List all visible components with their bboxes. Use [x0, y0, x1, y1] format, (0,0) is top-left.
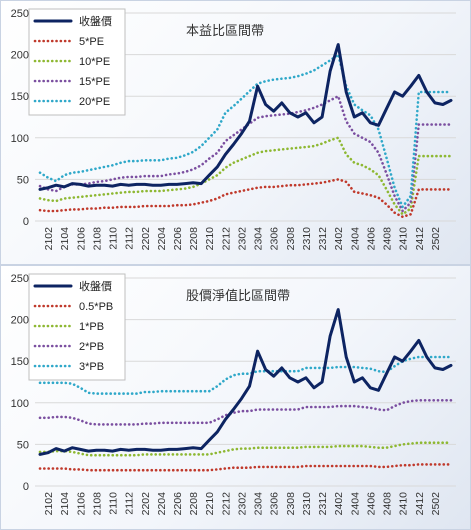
x-tick-label: 2104 — [59, 227, 71, 251]
x-tick-label: 2304 — [253, 492, 265, 516]
x-tick-label: 2412 — [414, 492, 426, 516]
pe-band-chart: 0 50 100 150 200 250 2102 2104 2106 2108 2110 2112 2… — [11, 8, 456, 251]
x-tick-label: 2212 — [220, 492, 232, 516]
series-line — [38, 53, 453, 209]
x-tick-label: 2408 — [382, 227, 394, 251]
x-tick-label: 2208 — [188, 492, 200, 516]
x-tick-label: 2502 — [430, 492, 442, 516]
x-tick-label: 2104 — [59, 492, 71, 516]
legend-label: 2*PB — [79, 341, 104, 353]
x-tick-label: 2406 — [365, 227, 377, 251]
y-tick-label: 100 — [11, 133, 29, 145]
x-tick-label: 2102 — [43, 492, 55, 516]
x-tick-label: 2212 — [220, 227, 232, 251]
chart-title: 股價淨值比區間帶 — [186, 288, 290, 303]
legend-label: 20*PE — [79, 96, 110, 108]
x-tick-label: 2410 — [398, 492, 410, 516]
series-line — [38, 441, 453, 457]
x-tick-label: 2408 — [382, 492, 394, 516]
x-tick-label: 2204 — [156, 227, 168, 251]
x-tick-label: 2404 — [349, 227, 361, 251]
x-tick-label: 2308 — [285, 227, 297, 251]
series-line — [38, 136, 453, 216]
legend-box — [28, 8, 126, 116]
x-tick-label: 2106 — [75, 492, 87, 516]
y-tick-label: 200 — [11, 315, 29, 327]
x-tick-label: 2206 — [172, 227, 184, 251]
legend-label: 1*PB — [79, 321, 104, 333]
x-tick-label: 2302 — [236, 227, 248, 251]
x-tick-label: 2406 — [365, 492, 377, 516]
x-tick-label: 2312 — [317, 227, 329, 251]
y-tick-label: 250 — [11, 273, 29, 285]
x-tick-label: 2112 — [124, 492, 136, 515]
x-tick-label: 2110 — [108, 492, 120, 515]
pe-band-chart-panel: 0 50 100 150 200 250 2102 2104 2106 2108 2110 2112 2… — [0, 0, 471, 265]
series-line — [38, 355, 453, 395]
series-line — [38, 463, 453, 472]
series-line — [38, 94, 453, 213]
x-tick-label: 2402 — [333, 492, 345, 516]
x-tick-label: 2410 — [398, 227, 410, 251]
legend-label: 收盤價 — [79, 14, 112, 28]
y-tick-label: 150 — [11, 91, 29, 103]
x-tick-label: 2108 — [91, 492, 103, 516]
x-tick-label: 2112 — [124, 227, 136, 250]
x-tick-label: 2402 — [333, 227, 345, 251]
x-tick-label: 2310 — [301, 227, 313, 251]
x-tick-label: 2308 — [285, 492, 297, 516]
series-line — [38, 43, 453, 191]
y-tick-label: 200 — [11, 50, 29, 62]
x-tick-label: 2202 — [140, 492, 152, 516]
x-tick-label: 2210 — [204, 492, 216, 516]
x-tick-label: 2102 — [43, 227, 55, 251]
x-tick-label: 2204 — [156, 492, 168, 516]
legend-label: 3*PB — [79, 361, 104, 373]
y-tick-label: 100 — [11, 398, 29, 410]
legend-label: 收盤價 — [79, 279, 112, 293]
x-tick-label: 2206 — [172, 492, 184, 516]
x-tick-label: 2302 — [236, 492, 248, 516]
x-tick-label: 2312 — [317, 492, 329, 516]
pb-band-chart: 0 50 100 150 200 250 2102 2104 2106 2108 2110 2112 2… — [11, 273, 456, 516]
legend-label: 10*PE — [79, 56, 110, 68]
pb-band-chart-panel: 0 50 100 150 200 250 2102 2104 2106 2108 2110 2112 2… — [0, 265, 471, 530]
y-tick-label: 0 — [23, 216, 29, 228]
chart-title: 本益比區間帶 — [186, 23, 264, 38]
x-tick-label: 2310 — [301, 492, 313, 516]
legend-label: 5*PE — [79, 36, 104, 48]
x-tick-label: 2110 — [108, 227, 120, 250]
y-tick-label: 0 — [23, 481, 29, 493]
x-tick-label: 2412 — [414, 227, 426, 251]
legend-box — [28, 273, 126, 381]
x-tick-label: 2306 — [269, 492, 281, 516]
y-tick-label: 250 — [11, 8, 29, 20]
y-tick-label: 50 — [17, 439, 29, 451]
x-tick-label: 2108 — [91, 227, 103, 251]
series-line — [38, 308, 453, 456]
x-tick-label: 2306 — [269, 227, 281, 251]
legend-label: 15*PE — [79, 76, 110, 88]
x-tick-label: 2106 — [75, 227, 87, 251]
y-tick-label: 50 — [17, 174, 29, 186]
x-tick-label: 2304 — [253, 227, 265, 251]
x-tick-label: 2202 — [140, 227, 152, 251]
x-tick-label: 2210 — [204, 227, 216, 251]
x-tick-label: 2502 — [430, 227, 442, 251]
y-tick-label: 150 — [11, 356, 29, 368]
x-tick-label: 2404 — [349, 492, 361, 516]
x-tick-label: 2208 — [188, 227, 200, 251]
series-line — [38, 178, 453, 219]
legend-label: 0.5*PB — [79, 301, 113, 313]
series-line — [38, 399, 453, 426]
